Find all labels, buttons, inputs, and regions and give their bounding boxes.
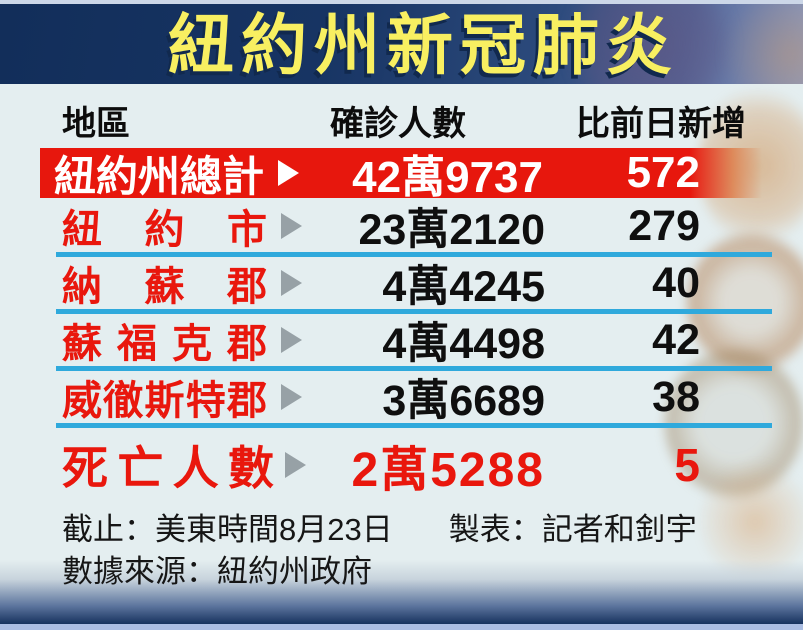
bottom-border-strip [0,624,803,630]
table-body: 紐約市 23萬2120 279 納蘇郡 4萬4245 40 蘇福克郡 4萬4498 42 威徹斯特… [56,200,772,497]
footer-line-1: 截止：美東時間8月23日 製表：記者和釗宇 [62,504,697,549]
region-name: 威徹斯特郡 [62,379,267,423]
virus-texture-blob [560,4,740,84]
confirmed-count: 23萬2120 [358,206,546,254]
region-name: 納蘇郡 [62,265,267,309]
header-region: 地區 [62,105,130,143]
arrow-right-icon [267,384,315,410]
daily-increase: 5 [674,438,700,491]
region-name: 紐約市 [62,208,267,252]
arrow-right-icon [267,327,315,353]
table-row: 紐約市 23萬2120 279 [56,200,772,257]
daily-increase: 40 [652,258,700,307]
daily-increase: 38 [652,372,700,421]
daily-increase: 572 [626,148,700,197]
confirmed-count: 42萬9737 [352,153,543,202]
arrow-right-icon [266,160,310,186]
footer-credit: 製表：記者和釗宇 [448,512,697,547]
arrow-right-icon [267,270,315,296]
bottom-gradient-band [0,560,803,624]
footer-cutoff: 截止：美東時間8月23日 [62,512,393,547]
confirmed-count: 4萬4498 [382,320,545,368]
table-header-row: 地區 確診人數 比前日新增 [0,96,803,143]
top-border-strip [0,0,803,4]
arrow-right-icon [274,451,316,478]
region-name: 蘇福克郡 [62,322,267,366]
title-band: 紐約州新冠肺炎 [0,4,803,84]
page-title: 紐約州新冠肺炎 [168,8,679,82]
daily-increase: 279 [628,201,700,250]
header-daily-increase: 比前日新增 [576,105,746,143]
confirmed-count: 2萬5288 [351,443,545,497]
footer-source: 數據來源：紐約州政府 [62,554,372,589]
header-confirmed: 確診人數 [330,105,466,143]
table-row: 蘇福克郡 4萬4498 42 [56,314,772,371]
confirmed-count: 3萬6689 [382,377,545,425]
table-row: 納蘇郡 4萬4245 40 [56,257,772,314]
table-row: 死亡人數 2萬5288 5 [56,428,772,497]
arrow-right-icon [267,213,315,239]
daily-increase: 42 [652,315,700,364]
region-name: 紐約州總計 [54,152,265,200]
region-name: 死亡人數 [62,441,274,494]
table-row: 紐約州總計 42萬9737 572 [40,148,762,202]
table-row: 威徹斯特郡 3萬6689 38 [56,371,772,428]
virus-texture-blob [720,4,803,84]
confirmed-count: 4萬4245 [382,263,545,311]
